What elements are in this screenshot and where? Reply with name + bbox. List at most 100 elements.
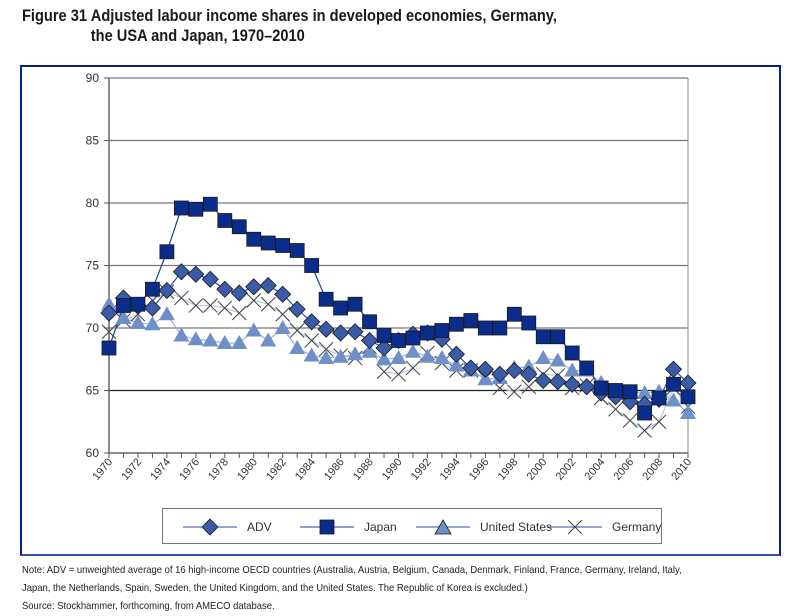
data-point-japan (231, 219, 247, 235)
x-tick-label: 2002 (554, 456, 579, 482)
data-point-united-states (332, 348, 349, 363)
data-point-japan (333, 300, 349, 316)
legend-item-united-states: United States (416, 509, 552, 545)
data-point-united-states (680, 405, 696, 419)
x-tick-label: 1976 (177, 456, 202, 482)
data-point-japan (521, 315, 537, 331)
data-point-united-states (216, 335, 233, 349)
data-point-germany (622, 413, 638, 428)
data-point-united-states (390, 350, 407, 364)
data-point-japan (246, 231, 262, 247)
data-point-adv (578, 378, 596, 396)
legend-item-japan: Japan (300, 509, 397, 545)
data-point-japan (637, 405, 652, 421)
y-tick-label: 75 (86, 259, 100, 273)
data-point-germany (188, 298, 204, 313)
data-point-united-states (448, 357, 465, 372)
data-point-united-states (158, 306, 175, 321)
x-tick-label: 2010 (669, 456, 694, 482)
data-point-japan (275, 238, 291, 253)
x-tick-label: 1970 (90, 456, 115, 482)
data-point-adv (172, 263, 190, 281)
data-point-adv (259, 276, 277, 295)
data-point-adv (549, 373, 567, 391)
data-point-japan (217, 213, 233, 228)
data-point-germany (521, 379, 537, 395)
data-point-japan (304, 258, 320, 273)
y-tick-label: 90 (86, 71, 100, 85)
data-point-united-states (549, 352, 566, 367)
data-point-united-states (636, 385, 653, 399)
y-tick-label: 60 (86, 446, 100, 460)
x-tick-label: 1990 (380, 456, 405, 482)
x-tick-label: 2004 (583, 456, 608, 482)
data-point-united-states (173, 327, 190, 342)
data-point-japan (579, 360, 595, 376)
data-point-germany (376, 364, 392, 380)
data-point-japan (680, 389, 696, 405)
data-point-japan (347, 296, 363, 312)
data-point-japan (463, 313, 479, 328)
data-point-united-states (318, 350, 335, 364)
data-point-japan (362, 314, 377, 330)
data-point-japan (434, 323, 450, 338)
data-point-germany (506, 384, 522, 400)
data-point-adv (520, 365, 538, 383)
data-point-united-states (376, 351, 393, 366)
x-tick-label: 1982 (264, 456, 289, 482)
data-point-adv (143, 299, 161, 317)
data-point-japan (202, 196, 218, 212)
data-point-germany (260, 296, 276, 312)
data-point-germany (217, 300, 233, 316)
y-tick-label: 65 (86, 384, 100, 398)
triangle-marker-icon (416, 519, 470, 535)
figure-title-line2: the USA and Japan, 1970–2010 (90, 26, 305, 45)
data-point-united-states (187, 331, 204, 346)
legend-label: Japan (364, 520, 397, 534)
data-point-germany (231, 305, 247, 321)
data-point-japan (622, 384, 638, 400)
data-point-japan (550, 329, 566, 345)
legend-item-germany: Germany (548, 509, 661, 545)
data-point-united-states (144, 316, 161, 331)
x-tick-label: 1994 (438, 456, 463, 482)
data-point-japan (608, 383, 624, 398)
data-point-adv (462, 359, 480, 377)
note-line2: Japan, the Netherlands, Spain, Sweden, t… (22, 582, 528, 594)
data-point-united-states (404, 343, 421, 358)
data-point-united-states (231, 335, 248, 349)
x-tick-label: 1998 (496, 456, 521, 482)
data-point-united-states (129, 315, 146, 329)
y-tick-label: 70 (86, 321, 100, 335)
data-point-germany (174, 290, 189, 306)
data-point-united-states (303, 347, 320, 362)
y-tick-label: 80 (86, 196, 100, 210)
data-point-united-states (202, 332, 219, 347)
data-point-united-states (535, 350, 552, 364)
data-point-united-states (361, 343, 378, 358)
legend-label: ADV (247, 520, 272, 534)
legend-item-adv: ADV (183, 509, 272, 545)
data-point-japan (159, 244, 175, 260)
data-point-adv (375, 339, 393, 357)
x-tick-label: 1988 (351, 456, 376, 482)
data-point-japan (448, 316, 464, 332)
data-point-germany (651, 414, 667, 430)
data-point-japan (535, 329, 551, 345)
data-point-adv (476, 360, 494, 378)
data-point-adv (491, 365, 509, 383)
figure-title: Figure 31 Adjusted labour income shares i… (22, 6, 557, 46)
data-point-adv (332, 324, 350, 342)
data-point-adv (563, 375, 581, 393)
data-point-adv (534, 371, 552, 390)
data-point-japan (188, 201, 204, 217)
figure-title-line1: Adjusted labour income shares in develop… (90, 6, 557, 25)
data-point-united-states (419, 348, 436, 363)
x-tick-label: 1972 (119, 456, 144, 482)
y-tick-label: 85 (86, 134, 100, 148)
x-tick-label: 1992 (409, 456, 434, 482)
data-point-germany (608, 401, 623, 417)
data-point-japan (391, 333, 406, 348)
diamond-marker-icon (183, 518, 237, 536)
x-tick-label: 1978 (206, 456, 231, 482)
